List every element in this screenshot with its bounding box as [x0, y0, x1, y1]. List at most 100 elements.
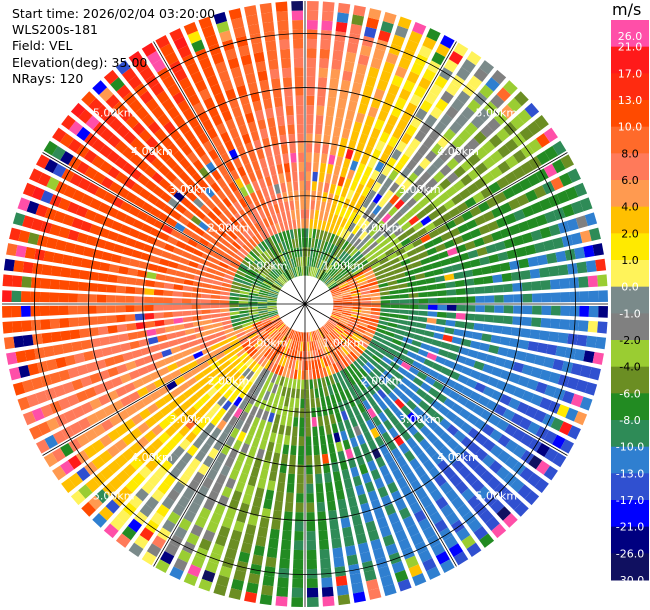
- velocity-gate: [288, 339, 294, 349]
- velocity-gate: [190, 215, 202, 226]
- range-ring-label: 1.00km: [322, 336, 364, 349]
- velocity-gate: [405, 226, 416, 237]
- velocity-gate: [87, 316, 98, 326]
- velocity-gate: [137, 144, 150, 158]
- velocity-gate: [320, 558, 331, 569]
- velocity-gate: [469, 369, 482, 380]
- velocity-gate: [423, 203, 435, 215]
- velocity-gate: [365, 223, 375, 234]
- velocity-gate: [347, 323, 357, 330]
- velocity-gate: [335, 185, 343, 196]
- velocity-gate: [539, 267, 550, 278]
- velocity-gate: [319, 58, 330, 69]
- velocity-gate: [141, 374, 153, 385]
- velocity-gate: [425, 150, 438, 163]
- velocity-gate: [292, 417, 299, 427]
- velocity-gate: [300, 209, 305, 219]
- velocity-gate: [239, 263, 250, 271]
- velocity-gate: [71, 378, 84, 391]
- velocity-gate: [336, 262, 345, 271]
- velocity-gate: [198, 377, 209, 387]
- velocity-gate: [376, 516, 389, 529]
- velocity-gate: [100, 466, 114, 481]
- velocity-gate: [418, 304, 429, 310]
- velocity-gate: [238, 304, 249, 308]
- velocity-gate: [484, 314, 495, 323]
- velocity-gate: [203, 97, 216, 110]
- velocity-gate: [115, 386, 128, 398]
- velocity-gate: [346, 554, 359, 566]
- velocity-gate: [260, 252, 269, 262]
- colorbar-tick-label: 2.0: [621, 227, 639, 240]
- velocity-gate: [363, 166, 373, 178]
- velocity-gate: [200, 304, 211, 309]
- velocity-gate: [343, 367, 351, 378]
- velocity-gate: [165, 157, 178, 170]
- velocity-gate: [239, 411, 249, 422]
- velocity-gate: [328, 318, 338, 325]
- velocity-gate: [170, 345, 181, 354]
- colorbar-swatch: [611, 420, 649, 448]
- velocity-gate: [192, 102, 205, 115]
- velocity-gate: [76, 161, 90, 175]
- velocity-gate: [241, 283, 251, 289]
- velocity-gate: [321, 144, 330, 155]
- range-ring-label: 3.00km: [169, 183, 211, 196]
- velocity-gate: [280, 453, 289, 464]
- velocity-gate: [356, 256, 366, 265]
- velocity-gate: [138, 465, 152, 479]
- velocity-gate: [236, 348, 246, 358]
- velocity-gate: [278, 424, 285, 435]
- velocity-gate: [107, 134, 121, 148]
- velocity-gate: [175, 270, 186, 278]
- velocity-gate: [125, 314, 136, 322]
- velocity-gate: [326, 322, 335, 330]
- velocity-gate: [175, 203, 187, 215]
- velocity-gate: [281, 241, 288, 251]
- velocity-gate: [122, 448, 136, 462]
- velocity-gate: [80, 401, 94, 415]
- velocity-gate: [322, 596, 335, 607]
- velocity-gate: [351, 373, 361, 384]
- velocity-gate: [502, 315, 513, 325]
- velocity-gate: [323, 211, 329, 222]
- velocity-gate: [453, 165, 466, 178]
- velocity-gate: [464, 278, 475, 287]
- velocity-gate: [128, 391, 141, 403]
- velocity-gate: [198, 538, 212, 551]
- velocity-gate: [496, 506, 512, 521]
- velocity-gate: [547, 194, 561, 208]
- velocity-gate: [262, 369, 271, 380]
- velocity-gate: [271, 214, 279, 225]
- velocity-gate: [386, 233, 397, 243]
- velocity-gate: [375, 220, 385, 230]
- velocity-gate: [177, 495, 191, 509]
- velocity-gate: [527, 472, 542, 488]
- velocity-gate: [266, 480, 276, 491]
- velocity-gate: [252, 321, 262, 327]
- velocity-gate: [462, 269, 474, 278]
- velocity-gate: [356, 434, 366, 446]
- velocity-gate: [235, 361, 245, 371]
- velocity-gate: [573, 246, 586, 260]
- velocity-gate: [299, 332, 302, 342]
- velocity-gate: [372, 547, 386, 560]
- velocity-gate: [46, 358, 58, 371]
- velocity-gate: [379, 257, 390, 265]
- velocity-gate: [520, 161, 534, 175]
- velocity-gate: [398, 442, 410, 455]
- velocity-gate: [337, 176, 346, 187]
- velocity-gate: [345, 257, 354, 266]
- velocity-gate: [393, 161, 405, 174]
- velocity-gate: [340, 380, 348, 391]
- velocity-gate: [353, 171, 362, 183]
- velocity-gate: [323, 274, 331, 283]
- velocity-gate: [508, 372, 521, 384]
- velocity-gate: [282, 230, 288, 241]
- velocity-gate: [205, 398, 216, 409]
- velocity-gate: [46, 237, 58, 250]
- velocity-gate: [508, 224, 521, 236]
- velocity-gate: [368, 371, 379, 381]
- velocity-gate: [296, 379, 301, 390]
- velocity-gate: [271, 342, 279, 352]
